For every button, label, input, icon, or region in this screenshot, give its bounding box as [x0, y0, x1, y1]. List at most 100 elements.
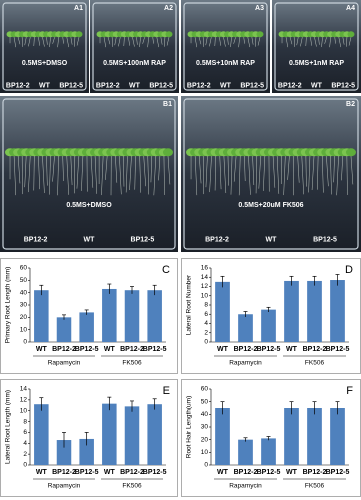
condition-label: 0.5MS+DMSO — [22, 60, 68, 67]
root — [105, 155, 108, 180]
panel-letter: B2 — [346, 101, 355, 108]
genotype-label: WT — [220, 82, 232, 89]
root — [164, 37, 166, 47]
bar — [330, 280, 345, 342]
group-label: FK506 — [305, 360, 325, 367]
x-tick-label: WT — [36, 469, 48, 476]
x-tick-label: BP12-5 — [75, 346, 99, 353]
panel-letter: F — [346, 385, 353, 397]
plate-rim — [183, 98, 359, 250]
root — [252, 155, 255, 186]
root — [198, 37, 202, 45]
panel-letter: D — [345, 264, 353, 276]
root — [314, 37, 317, 47]
genotype-label: BP12-5 — [313, 236, 337, 243]
bar — [79, 312, 94, 342]
root — [255, 37, 257, 47]
panel-letter: E — [163, 385, 170, 397]
root — [160, 37, 163, 45]
root — [310, 37, 312, 46]
x-tick-label: BP12-2 — [120, 469, 144, 476]
root — [263, 155, 266, 191]
bar — [124, 406, 140, 465]
root — [230, 155, 233, 195]
root — [13, 155, 17, 196]
root — [70, 155, 73, 186]
x-tick-label: BP12-2 — [120, 346, 144, 353]
genotype-label: BP12-2 — [6, 82, 30, 89]
root — [13, 37, 17, 48]
bar — [124, 290, 140, 342]
bar — [34, 404, 49, 465]
root — [326, 155, 329, 187]
root — [330, 155, 332, 195]
root — [227, 37, 229, 45]
root — [333, 155, 335, 183]
root — [76, 37, 80, 46]
y-tick-label: 50 — [20, 277, 28, 284]
x-tick-label: WT — [286, 469, 298, 476]
root — [66, 155, 69, 195]
y-tick-label: 4 — [23, 440, 27, 447]
root — [341, 155, 343, 181]
x-tick-label: BP12-2 — [303, 469, 327, 476]
group-label: FK506 — [305, 483, 325, 490]
root — [321, 37, 323, 48]
root — [125, 155, 128, 193]
leaf — [256, 31, 264, 38]
x-tick-label: BP12-2 — [52, 346, 76, 353]
photo-panel: A1 0.5MS+DMSO BP12-2 WT BP12-5 — [0, 0, 89, 93]
root — [147, 155, 150, 195]
y-tick-label: 8 — [23, 418, 27, 425]
root — [46, 155, 48, 186]
root — [49, 37, 51, 48]
root — [166, 37, 170, 46]
root — [139, 155, 141, 193]
root — [132, 37, 135, 47]
y-tick-label: 0 — [23, 339, 27, 346]
root — [57, 37, 59, 48]
x-tick-label: WT — [217, 469, 229, 476]
genotype-label: BP12-5 — [131, 236, 155, 243]
photo-panel: B2 0.5MS+20uM FK506 BP12-2 WT BP12-5 — [181, 96, 361, 252]
group-label: Rapamycin — [229, 483, 262, 490]
bar — [261, 309, 276, 342]
x-tick-label: BP12-5 — [143, 469, 167, 476]
group-label: Rapamycin — [48, 483, 81, 490]
chart-panel: F Root Hair Length(um) 0 10 20 30 40 50 60 WT BP12… — [181, 379, 361, 497]
condition-label: 0.5MS+20uM FK506 — [238, 202, 303, 209]
root — [214, 155, 216, 191]
bar — [330, 408, 345, 465]
leaf — [347, 31, 355, 38]
genotype-label: BP12-2 — [96, 82, 120, 89]
y-tick-label: 12 — [20, 397, 28, 404]
y-tick-label: 14 — [201, 274, 209, 281]
x-tick-label: BP12-5 — [257, 346, 281, 353]
root — [194, 155, 198, 196]
bar — [147, 290, 162, 342]
bar — [34, 290, 49, 342]
root — [205, 155, 208, 188]
root — [223, 155, 227, 194]
root — [248, 155, 251, 195]
root — [346, 155, 348, 195]
root — [287, 155, 290, 180]
root — [57, 155, 59, 196]
root — [251, 37, 254, 45]
root — [342, 37, 345, 45]
root — [90, 155, 94, 188]
bar — [79, 438, 94, 465]
root — [123, 37, 125, 47]
root — [42, 155, 45, 194]
panel-letter: B1 — [163, 101, 172, 108]
root — [227, 155, 230, 186]
root — [62, 37, 64, 44]
root — [103, 37, 107, 48]
root — [42, 37, 45, 47]
root — [158, 155, 161, 181]
root — [17, 155, 21, 184]
root — [308, 155, 311, 193]
root — [62, 155, 64, 182]
bar — [284, 280, 299, 342]
root — [81, 155, 84, 191]
